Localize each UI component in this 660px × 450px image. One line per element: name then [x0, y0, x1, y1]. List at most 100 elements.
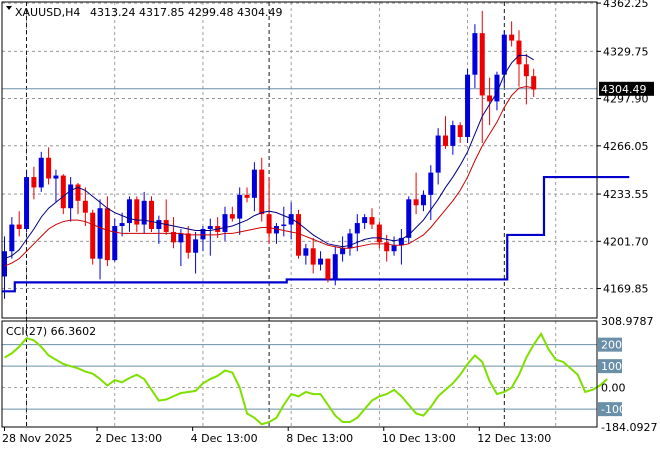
candle-body — [435, 135, 441, 173]
candle-body — [90, 212, 96, 259]
candle-body — [420, 194, 426, 206]
cci-level-box — [598, 359, 622, 374]
candle-body — [487, 95, 493, 102]
candle-body — [443, 135, 448, 146]
candle-body — [75, 184, 81, 201]
candle-body — [104, 208, 110, 261]
candle-body — [134, 199, 140, 225]
candle-body — [97, 208, 103, 259]
candle-body — [281, 224, 287, 227]
candle-body — [185, 233, 191, 253]
candle-body — [273, 226, 279, 234]
panel-frames — [1, 1, 598, 428]
candle-body — [171, 231, 177, 243]
candle-body — [60, 175, 66, 209]
cci-level-box — [598, 337, 622, 352]
time-tick-label: 2 Dec 13:00 — [95, 432, 162, 445]
candle-body — [193, 239, 199, 253]
cci-line — [3, 331, 608, 426]
candle-body — [494, 74, 500, 102]
candle-body — [450, 125, 456, 146]
candle-body — [465, 74, 471, 138]
price-tick-label: 4233.55 — [603, 188, 649, 201]
price-tick-label: 4169.85 — [603, 283, 649, 296]
candle-body — [369, 217, 375, 225]
current-price-text: 4304.49 — [601, 83, 647, 96]
time-tick-label: 28 Nov 2025 — [2, 432, 72, 445]
candle-body — [24, 177, 30, 229]
candle-body — [509, 34, 515, 41]
moving-averages-layer — [4, 54, 534, 267]
cci-level-box — [598, 402, 622, 417]
candle-body — [68, 184, 74, 209]
candle-body — [479, 33, 485, 96]
candle-body — [428, 172, 434, 195]
candle-body — [413, 199, 419, 206]
candle-body — [141, 200, 147, 225]
current-price-box: 4304.49 — [599, 81, 654, 96]
candles-layer — [2, 10, 537, 299]
candle-body — [251, 169, 257, 198]
candle-body — [296, 214, 301, 256]
candle-body — [163, 220, 169, 232]
candle-body — [288, 214, 294, 225]
price-tick-label: 4201.70 — [603, 235, 649, 248]
candle-body — [156, 220, 162, 229]
candle-body — [391, 245, 397, 252]
candle-body — [200, 228, 206, 240]
candle-body — [16, 224, 22, 229]
candle-body — [237, 194, 243, 219]
slow-moving-average-line — [4, 86, 534, 267]
price-tick-label: 4266.05 — [603, 140, 649, 153]
candle-body — [310, 248, 316, 265]
cci-tick-label: -100 — [601, 403, 626, 416]
current-price-box-bg — [599, 81, 654, 96]
candle-body — [457, 125, 463, 138]
price-tick-label: 4329.75 — [603, 45, 649, 58]
time-tick-label: 12 Dec 13:00 — [477, 432, 551, 445]
cci-tick-label: 0.00 — [601, 382, 626, 395]
candle-body — [472, 33, 478, 75]
candle-body — [46, 157, 52, 179]
candle-body — [376, 224, 382, 243]
candle-body — [362, 217, 368, 224]
candle-body — [516, 40, 522, 65]
candle-body — [2, 251, 7, 277]
time-tick-label: 10 Dec 13:00 — [382, 432, 456, 445]
candle-body — [340, 248, 346, 255]
candle-body — [259, 169, 265, 215]
cci-tick-label: 100 — [601, 360, 622, 373]
candle-body — [119, 223, 125, 227]
candle-body — [126, 199, 132, 224]
candle-body — [384, 242, 390, 252]
fast-moving-average-line — [4, 54, 534, 260]
candle-body — [149, 200, 154, 229]
time-tick-label: 8 Dec 13:00 — [286, 432, 353, 445]
symbol-arrow-icon — [6, 6, 12, 10]
candle-body — [303, 248, 309, 256]
candle-body — [178, 233, 184, 243]
candle-body — [531, 76, 537, 90]
cci-layer — [2, 331, 608, 426]
symbol-label: XAUUSD,H4 — [15, 6, 80, 19]
step-line-layer — [2, 175, 630, 293]
candle-body — [354, 223, 360, 234]
cci-tick-label: 308.9787 — [601, 315, 654, 328]
candle-body — [112, 226, 118, 261]
candle-body — [332, 254, 338, 280]
price-tick-label: 4362.25 — [603, 0, 649, 10]
step-support-line — [2, 175, 630, 293]
ohlc-values: 4313.24 4317.85 4299.48 4304.49 — [90, 6, 282, 19]
chart-header: XAUUSD,H4 4313.24 4317.85 4299.48 4304.4… — [6, 6, 282, 19]
candle-body — [9, 224, 15, 252]
candle-body — [318, 258, 324, 265]
candle-body — [229, 214, 235, 219]
cci-panel-frame — [1, 320, 598, 428]
price-tick-label: 4297.90 — [603, 93, 649, 106]
candle-body — [325, 258, 331, 280]
candle-body — [398, 237, 404, 246]
cci-tick-label: -184.0927 — [601, 421, 657, 434]
candle-body — [244, 194, 250, 198]
candle-body — [82, 200, 88, 213]
time-tick-label: 4 Dec 13:00 — [191, 432, 258, 445]
